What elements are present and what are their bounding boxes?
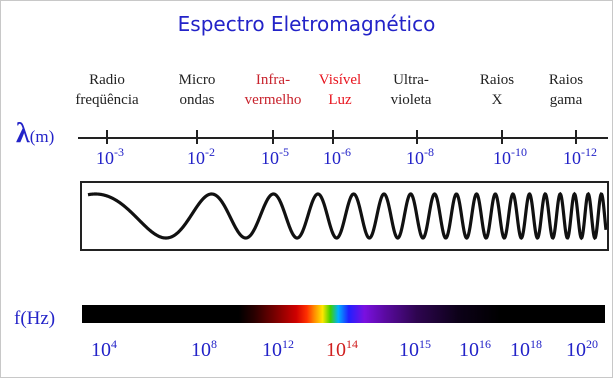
wavelength-label: 10-10	[493, 145, 527, 168]
region-ultraviolet: Ultra- violeta	[391, 70, 432, 110]
region-line1: Ultra-	[393, 72, 429, 88]
wavelength-tick	[272, 130, 274, 144]
frequency-label-visible: 1014	[326, 337, 358, 361]
wavelength-unit: (m)	[29, 127, 55, 146]
region-xrays: Raios X	[480, 70, 514, 110]
wavelength-label: 10-12	[563, 145, 597, 168]
frequency-label: 108	[191, 337, 217, 361]
wavelength-label: 10-2	[187, 145, 215, 168]
wavelength-axis-line	[78, 137, 608, 139]
wavelength-label: 10-3	[96, 145, 124, 168]
wavelength-tick	[106, 130, 108, 144]
frequency-label: 1012	[262, 337, 294, 361]
region-line2: freqüência	[75, 92, 139, 108]
region-gamma: Raios gama	[549, 70, 583, 110]
wave-box	[80, 181, 609, 251]
region-line2: vermelho	[244, 92, 302, 108]
frequency-label: 1016	[459, 337, 491, 361]
region-line2: ondas	[179, 92, 215, 108]
region-microwave: Micro ondas	[179, 70, 216, 110]
region-radio: Radio freqüência	[75, 70, 138, 110]
wave-graphic	[87, 191, 608, 241]
frequency-label: 104	[91, 337, 117, 361]
region-line2: X	[491, 92, 503, 108]
lambda-symbol: λ	[16, 118, 30, 149]
wavelength-tick	[196, 130, 198, 144]
frequency-label: 1018	[510, 337, 542, 361]
region-line2: Luz	[328, 92, 352, 108]
wavelength-tick	[501, 130, 503, 144]
wavelength-label: 10-5	[261, 145, 289, 168]
frequency-label: 1020	[566, 337, 598, 361]
region-line1: Micro	[178, 72, 216, 88]
region-line1: Infra-	[255, 72, 291, 88]
region-line1: Raios	[548, 72, 584, 88]
spectrum-bar	[82, 305, 605, 323]
frequency-label: 1015	[399, 337, 431, 361]
wavelength-axis-label: λ(m)	[16, 118, 54, 150]
region-line1: Raios	[479, 72, 515, 88]
region-line1: Visível	[318, 72, 362, 88]
frequency-axis-label: f(Hz)	[14, 308, 56, 329]
diagram-title: Espectro Eletromagnético	[177, 12, 436, 36]
region-line1: Radio	[89, 72, 125, 88]
wavelength-label: 10-6	[323, 145, 351, 168]
region-infrared: Infra- vermelho	[245, 70, 302, 110]
region-line2: violeta	[390, 92, 432, 108]
wavelength-tick	[416, 130, 418, 144]
wavelength-tick	[575, 130, 577, 144]
wavelength-label: 10-8	[406, 145, 434, 168]
region-line2: gama	[549, 92, 583, 108]
wave-curve	[87, 191, 608, 241]
region-visible: Visível Luz	[319, 70, 361, 110]
wavelength-tick	[332, 130, 334, 144]
